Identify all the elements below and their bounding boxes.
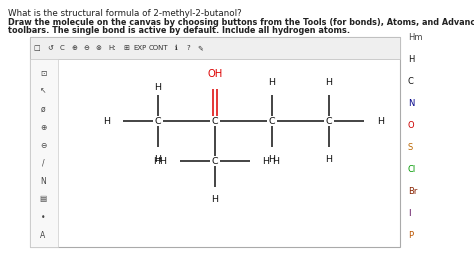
Text: Hm: Hm	[408, 32, 422, 41]
Text: CONT: CONT	[148, 45, 168, 51]
Bar	[30, 37, 400, 247]
Text: •: •	[41, 212, 45, 221]
Text: C: C	[326, 117, 332, 126]
Text: H H: H H	[263, 156, 280, 166]
Text: □: □	[34, 45, 40, 51]
Text: ⊕: ⊕	[71, 45, 77, 51]
Text: ↺: ↺	[47, 45, 53, 51]
Text: toolbars. The single bond is active by default. Include all hydrogen atoms.: toolbars. The single bond is active by d…	[8, 26, 350, 35]
Text: ✎: ✎	[197, 45, 203, 51]
Text: What is the structural formula of 2-methyl-2-butanol?: What is the structural formula of 2-meth…	[8, 9, 242, 18]
Text: C: C	[408, 76, 414, 85]
Text: H: H	[408, 54, 414, 63]
Text: A: A	[40, 231, 46, 240]
Text: EXP: EXP	[133, 45, 146, 51]
Text: ⊖: ⊖	[40, 140, 46, 149]
Text: H: H	[103, 117, 110, 126]
Text: Br: Br	[408, 186, 418, 196]
Text: H: H	[155, 83, 162, 91]
Text: ⊗: ⊗	[95, 45, 101, 51]
Text: H:: H:	[108, 45, 116, 51]
Text: C: C	[212, 117, 219, 126]
Text: ⊡: ⊡	[40, 68, 46, 77]
Text: Cl: Cl	[408, 164, 416, 174]
Text: HH: HH	[153, 156, 167, 166]
Text: N: N	[408, 98, 414, 107]
Text: H: H	[268, 78, 275, 87]
Text: I: I	[408, 208, 410, 218]
Text: ⊕: ⊕	[40, 123, 46, 132]
Text: Draw the molecule on the canvas by choosing buttons from the Tools (for bonds), : Draw the molecule on the canvas by choos…	[8, 18, 474, 27]
Text: H: H	[211, 195, 219, 204]
Text: C: C	[60, 45, 64, 51]
Text: ø: ø	[41, 104, 46, 113]
Text: O: O	[408, 120, 415, 130]
Text: ⊞: ⊞	[123, 45, 129, 51]
Text: C: C	[269, 117, 275, 126]
Bar	[30, 59, 58, 247]
Text: ?: ?	[186, 45, 190, 51]
Text: H: H	[326, 78, 332, 87]
Text: ▤: ▤	[39, 195, 46, 204]
Text: ⊖: ⊖	[83, 45, 89, 51]
Text: /: /	[42, 159, 44, 168]
Text: N: N	[40, 176, 46, 185]
Text: C: C	[212, 156, 219, 166]
Text: ℹ: ℹ	[175, 45, 177, 51]
Text: H: H	[155, 155, 162, 164]
Text: OH: OH	[207, 69, 223, 79]
Text: S: S	[408, 142, 413, 152]
Text: H: H	[377, 117, 384, 126]
Text: H: H	[326, 155, 332, 164]
Text: P: P	[408, 231, 413, 240]
Text: ↖: ↖	[40, 87, 46, 96]
Bar	[30, 37, 400, 59]
Text: C: C	[155, 117, 161, 126]
Text: H: H	[268, 155, 275, 164]
